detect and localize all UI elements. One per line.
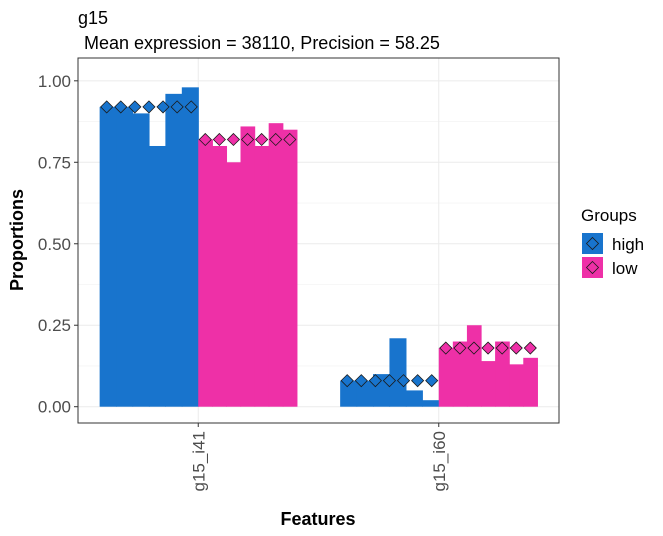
- markers-layer: [100, 100, 537, 388]
- bar: [422, 400, 440, 407]
- bar: [523, 357, 538, 407]
- diamond-marker: [156, 100, 170, 114]
- y-tick-label: 1.00: [38, 72, 71, 91]
- diamond-marker: [467, 341, 481, 355]
- diamond-marker: [269, 132, 283, 147]
- diamond-marker: [240, 132, 255, 147]
- diamond-marker: [128, 100, 142, 114]
- bar: [226, 162, 242, 407]
- diamond-marker: [453, 341, 467, 355]
- bar: [481, 361, 496, 407]
- diamond-marker: [226, 132, 241, 147]
- legend-diamond: [585, 260, 600, 275]
- bar: [389, 338, 407, 407]
- y-tick-label: 0.50: [38, 235, 71, 254]
- diamond-marker: [396, 374, 411, 388]
- plot-panel-border: [77, 57, 560, 424]
- bar: [268, 123, 284, 407]
- bar: [165, 93, 183, 407]
- bar: [438, 348, 454, 407]
- diamond-marker: [509, 341, 523, 355]
- y-tick-label: 0.75: [38, 153, 71, 172]
- bar: [466, 325, 482, 407]
- bar: [212, 145, 228, 407]
- diamond-marker: [142, 100, 156, 114]
- diamond-marker: [100, 100, 114, 114]
- legend-title: Groups: [581, 206, 637, 225]
- bar: [148, 145, 166, 407]
- diamond-marker: [283, 132, 297, 147]
- x-axis: g15_i41 g15_i60: [189, 423, 449, 492]
- bar: [356, 380, 374, 407]
- bar: [405, 390, 423, 407]
- diamond-marker: [212, 132, 226, 147]
- diamond-marker: [481, 341, 495, 355]
- diamond-marker: [354, 374, 368, 388]
- legend-label-low: low: [612, 259, 638, 278]
- y-tick-label: 0.00: [38, 398, 71, 417]
- diamond-marker: [411, 374, 425, 388]
- bar: [116, 106, 134, 407]
- bar: [452, 341, 468, 407]
- bar: [495, 341, 510, 407]
- bar: [181, 87, 199, 407]
- diamond-marker: [340, 374, 354, 388]
- chart-title: g15: [78, 8, 108, 28]
- diamond-marker: [439, 341, 453, 355]
- bar: [198, 139, 213, 407]
- x-tick-label: g15_i41: [189, 431, 208, 492]
- y-axis: 0.00 0.25 0.50 0.75 1.00: [38, 72, 78, 417]
- bar: [340, 380, 358, 407]
- diamond-marker: [170, 100, 184, 114]
- chart-subtitle: Mean expression = 38110, Precision = 58.…: [84, 33, 440, 53]
- x-axis-label: Features: [280, 509, 355, 529]
- legend-diamond: [585, 236, 600, 251]
- diamond-marker: [425, 374, 439, 388]
- diamond-marker: [382, 374, 397, 388]
- bar: [282, 129, 298, 407]
- diamond-marker: [255, 132, 269, 147]
- y-axis-label: Proportions: [7, 189, 27, 291]
- x-tick-label: g15_i60: [430, 431, 449, 492]
- diamond-marker: [495, 341, 509, 355]
- bar: [254, 145, 270, 407]
- diamond-marker: [368, 374, 382, 388]
- bars-layer: [99, 87, 538, 407]
- bar: [99, 106, 117, 407]
- diamond-marker: [198, 132, 212, 147]
- diamond-marker: [184, 100, 198, 114]
- legend-label-high: high: [612, 235, 644, 254]
- y-tick-label: 0.25: [38, 316, 71, 335]
- diamond-marker: [523, 341, 537, 355]
- legend: Groups high low: [581, 206, 644, 278]
- bar: [509, 364, 524, 407]
- bar: [132, 113, 150, 407]
- bar: [240, 126, 256, 407]
- diamond-marker: [114, 100, 128, 114]
